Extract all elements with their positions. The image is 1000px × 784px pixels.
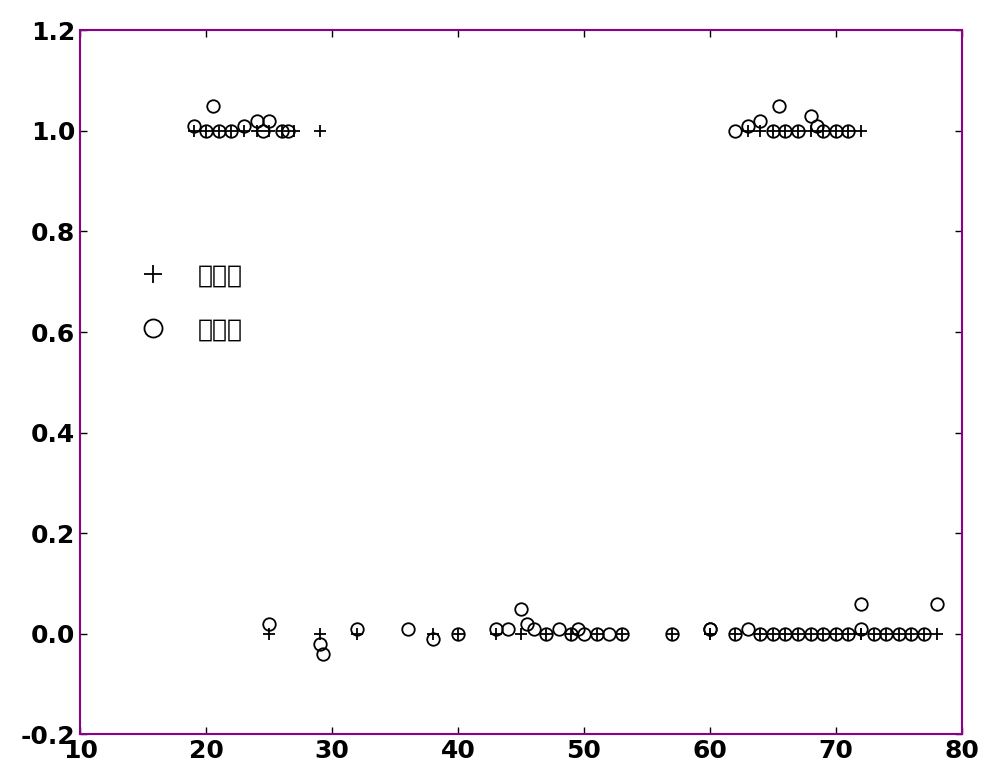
Legend: 预设値, 输出値: 预设値, 输出値: [128, 254, 253, 352]
